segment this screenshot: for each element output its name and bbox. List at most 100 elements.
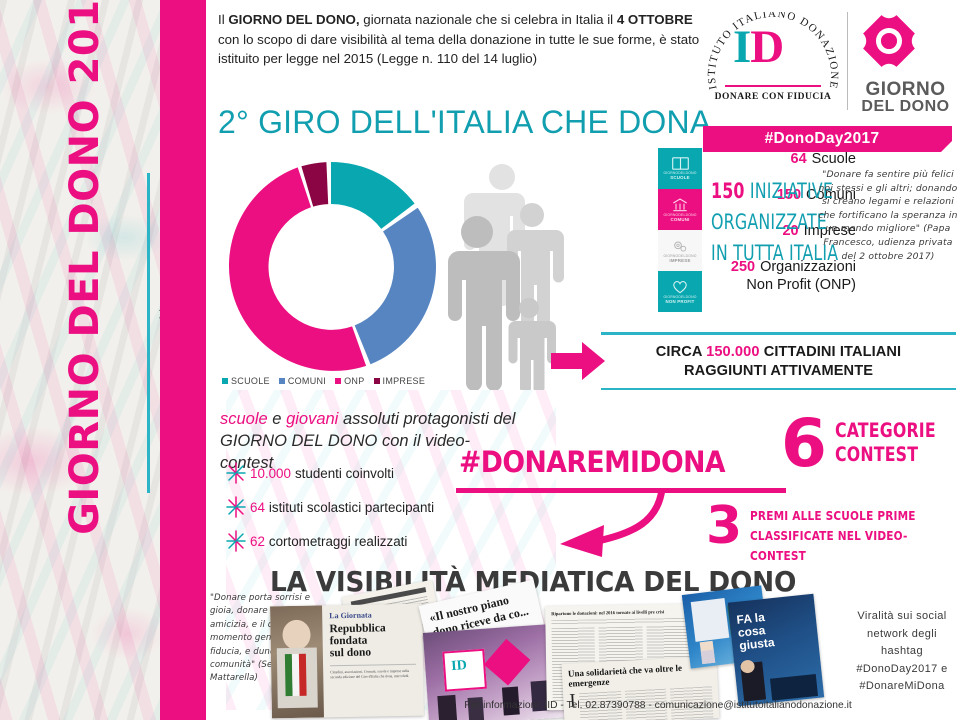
badge-nonprofit-label: NON PROFIT [665,298,695,304]
three-prizes-block: 3 PREMI ALLE SCUOLE PRIME CLASSIFICATE N… [706,496,960,566]
bullet-number-1: 10.000 [250,465,291,481]
slice-imprese [301,162,329,207]
three-line-1: PREMI ALLE SCUOLE PRIME [750,508,916,523]
intro-e: con lo scopo di dare visibilità al tema … [218,31,700,67]
giovani-line: scuole e giovani assoluti protagonisti d… [220,408,520,474]
circa-rule-bottom [601,387,956,390]
curved-arrow-icon [560,488,666,557]
diamond-flower-icon [845,0,933,85]
iid-arc-text-svg: ISTITUTO ITALIANO DONAZIONE [706,8,839,91]
badge-nonprofit-top: GIORNODELDONO [663,294,697,299]
giovani-pink-2: giovani [286,410,339,428]
stat-number-scuole: 64 [790,151,807,167]
legend-item-comuni: COMUNI [278,376,327,386]
clipping-kicker: La Giornata [329,610,372,621]
main-content: Il GIORNO DEL DONO, giornata nazionale c… [206,0,960,720]
clipping-tv-2: FA la cosa giusta [727,593,825,707]
donaremidona-hashtag: #DONAREMIDONA [459,445,726,479]
donut-chart: SCUOLE COMUNI ONP IMPRESE [216,152,456,402]
stat-row-imprese: 20 Imprese [536,222,856,240]
badge-comuni-label: COMUNI [670,216,690,222]
six-number: 6 [781,405,827,482]
bullet-number-3: 62 [250,533,265,549]
asterisk-star-icon [226,530,246,552]
asterisk-star-icon [226,462,246,484]
giovani-mid: e [267,410,287,428]
vertical-page-title: GIORNO DEL DONO 2017 [62,0,108,535]
iniziative-line3: IN TUTTA ITALIA [711,241,839,265]
bullet-text-2: istituti scolastici partecipanti [268,499,435,515]
iniziative-line2: ORGANIZZATE [711,210,828,234]
three-line-2: CLASSIFICATE NEL VIDEO-CONTEST [750,528,908,563]
donut-legend: SCUOLE COMUNI ONP IMPRESE [222,376,462,386]
iid-monogram: ID [733,21,784,73]
legend-item-imprese: IMPRESE [373,376,426,386]
clipping-headline-3: sul dono [329,646,372,660]
iniziative-number: 150 [711,179,745,203]
donaremidona-underline [456,488,786,493]
pope-quote: "Donare fa sentire più felici noi stessi… [818,169,958,262]
stats-list: 64 Scuole 150 Comuni 20 Imprese 250 Organ… [536,150,856,312]
footer-contact: Per informazioni: IID - Tel. 02.87390788… [464,700,852,711]
slice-scuole [331,162,415,229]
banner-texture [0,0,160,720]
divider-rule [147,173,150,493]
hashtag-ribbon: #DonoDay2017 [703,126,952,152]
people-silhouettes-icon [448,164,564,390]
stat-label-imprese: Imprese [803,223,856,239]
mattarella-quote: "Donare porta sorrisi e gioia, donare cr… [210,593,314,684]
six-line-2: CONTEST [834,443,919,466]
bullet-list: 10.000 studenti coinvolti 64 istituti sc… [222,456,522,558]
bullet-text-1: studenti coinvolti [294,465,394,481]
logo-separator [847,12,848,110]
slice-onp [228,167,367,371]
circa-number: 150.000 [706,343,760,360]
legend-label-comuni: COMUNI [287,376,327,386]
legend-label-scuole: SCUOLE [231,376,270,386]
gears-icon [674,241,687,252]
badge-comuni: GIORNODELDONO COMUNI [658,189,702,230]
six-line-1: CATEGORIE [834,419,936,442]
viralita-text: Viralità sui social network degli hashta… [856,610,948,692]
intro-paragraph: Il GIORNO DEL DONO, giornata nazionale c… [218,10,708,69]
logo-block: ISTITUTO ITALIANO DONAZIONE ID DONARE CO… [703,0,953,158]
circa-pre: CIRCA [655,343,707,360]
book-icon [671,157,689,170]
right-arrow-icon [551,342,605,380]
clipping-tv-banner: FA la cosa giusta [735,610,776,653]
intro-c: giornata nazionale che si celebra in Ita… [359,12,617,27]
bullet-text-3: cortometraggi realizzati [268,533,408,549]
iniziative-word: INIZIATIVE [744,179,834,203]
giovani-pink-1: scuole [220,410,268,428]
intro-d: 4 OTTOBRE [616,12,693,27]
iniziative-callout: 150 INIZIATIVE ORGANIZZATE IN TUTTA ITAL… [711,176,845,269]
circa-rule-top [601,332,956,335]
giovani-line2: GIORNO DEL DONO con il video-contest [220,432,471,472]
pink-accent-stripe [160,0,206,720]
stat-number-imprese: 20 [782,223,799,239]
badge-scuole-label: SCUOLE [670,175,690,180]
list-item: 64 istituti scolastici partecipanti [222,490,522,524]
list-item: 10.000 studenti coinvolti [222,456,522,490]
iid-letter-d: D [750,21,784,73]
badge-imprese: GIORNODELDONO IMPRESE [658,230,702,271]
gdd-line-2: DEL DONO [861,98,950,115]
banner-texture-blobs [0,0,160,720]
three-number: 3 [706,496,743,556]
stat-label-comuni: Comuni [806,187,856,203]
iid-letter-i: I [733,21,751,73]
badge-imprese-label: IMPRESE [669,257,691,263]
legend-item-scuole: SCUOLE [222,376,270,386]
bullet-number-2: 64 [250,499,265,515]
vertical-subtitle-group: powered by ISTITUTO ITALIANO DELLA DONAZ… [147,13,160,653]
iid-divider [725,85,821,87]
clipping-body: Cittadini, associazioni, Comuni, scuole … [330,663,417,680]
stat-row-onp: 250 Organizzazioni Non Profit (ONP) [536,258,856,294]
badge-nonprofit: GIORNODELDONO NON PROFIT [658,271,702,312]
circa-banner: CIRCA 150.000 CITTADINI ITALIANI RAGGIUNT… [601,332,956,394]
badge-imprese-top: GIORNODELDONO [663,253,697,258]
list-item: 62 cortometraggi realizzati [222,524,522,558]
circa-text: CIRCA 150.000 CITTADINI ITALIANI RAGGIUNT… [601,335,956,388]
circa-line2: RAGGIUNTI ATTIVAMENTE [683,362,874,379]
asterisk-star-icon [226,496,246,518]
